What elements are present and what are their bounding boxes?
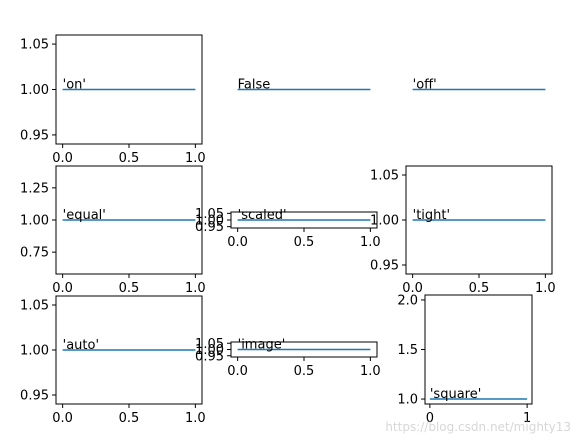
- x-tick-label: 1.0: [535, 281, 556, 296]
- y-tick-label: 0.95: [195, 349, 224, 364]
- y-tick-label: 1.00: [195, 343, 224, 358]
- subplot-5: 0.0 0.5 1.0 0.951.001.05 'scaled': [195, 207, 381, 250]
- y-tick-label: 1.5: [397, 343, 418, 358]
- axis-mode-label: False: [238, 78, 271, 93]
- axis-mode-label: 'scaled': [238, 208, 287, 223]
- y-tick-label: 1.25: [20, 181, 49, 196]
- x-tick-label: 1.0: [360, 364, 381, 379]
- axis-mode-label: 'off': [413, 78, 437, 93]
- y-tick-label: 1.0: [397, 393, 418, 408]
- y-tick-label: 1.00: [195, 214, 224, 229]
- x-tick-label: 0.0: [52, 411, 73, 426]
- x-tick-label: 0.5: [119, 151, 140, 166]
- x-tick-label: 0.0: [52, 281, 73, 296]
- y-tick-label: 0.95: [195, 220, 224, 235]
- x-tick-label: 0.0: [227, 235, 248, 250]
- x-tick-label: 1.0: [360, 235, 381, 250]
- x-tick-label: 0.5: [119, 411, 140, 426]
- y-tick-label: 1.00: [20, 214, 49, 229]
- subplot-6: 0.0 0.5 1.0 0.95 1.00 1.05 'tight': [370, 165, 556, 296]
- subplot-2: False: [237, 78, 371, 93]
- subplot-3: 'off': [412, 78, 546, 93]
- y-tick-label: 0.95: [370, 259, 399, 274]
- y-tick-label: 0.95: [20, 128, 49, 143]
- y-tick-label: 1.05: [20, 299, 49, 314]
- x-tick-label: 0.5: [119, 281, 140, 296]
- axis-mode-label: 'square': [430, 387, 481, 402]
- axis-mode-label: 'tight': [413, 208, 450, 223]
- x-tick-label: 0.5: [469, 281, 490, 296]
- subplot-9: 0 1 1.0 1.5 2.0 'square': [397, 293, 533, 426]
- y-tick-label: 1.05: [195, 207, 224, 222]
- x-tick-label: 1.0: [185, 411, 206, 426]
- y-tick-label: 2.0: [397, 293, 418, 308]
- x-tick-label: 0: [426, 411, 434, 426]
- y-tick-label: 1.00: [20, 83, 49, 98]
- subplot-8: 0.0 0.5 1.0 0.951.001.05 'image': [195, 337, 381, 379]
- axis-mode-label: 'on': [63, 78, 86, 93]
- subplot-1: 0.0 0.5 1.0 0.95 1.00 1.05 'on': [20, 34, 206, 166]
- x-tick-label: 0.0: [402, 281, 423, 296]
- y-tick-label: 0.75: [20, 246, 49, 261]
- y-tick-label: 1.05: [195, 337, 224, 352]
- x-tick-label: 0.0: [52, 151, 73, 166]
- subplot-4: 0.0 0.5 1.0 0.75 1.00 1.25 'equal': [20, 165, 206, 296]
- x-tick-label: 1.0: [185, 281, 206, 296]
- x-tick-label: 0.0: [227, 364, 248, 379]
- watermark: https://blog.csdn.net/mighty13: [385, 420, 571, 434]
- y-tick-label: 1.05: [20, 38, 49, 53]
- y-tick-label: 0.95: [20, 389, 49, 404]
- axis-mode-label: 'auto': [63, 338, 99, 353]
- subplot-7: 0.0 0.5 1.0 0.95 1.00 1.05 'auto': [20, 295, 206, 426]
- axis-mode-label: 'image': [238, 338, 286, 353]
- y-tick-label: 1.05: [370, 169, 399, 184]
- x-tick-label: 0.5: [294, 235, 315, 250]
- x-tick-label: 1: [523, 411, 531, 426]
- x-tick-label: 0.5: [294, 364, 315, 379]
- axis-mode-label: 'equal': [63, 208, 106, 223]
- y-tick-label: 1.00: [20, 344, 49, 359]
- y-tick-label: 1.00: [370, 214, 399, 229]
- x-tick-label: 1.0: [185, 151, 206, 166]
